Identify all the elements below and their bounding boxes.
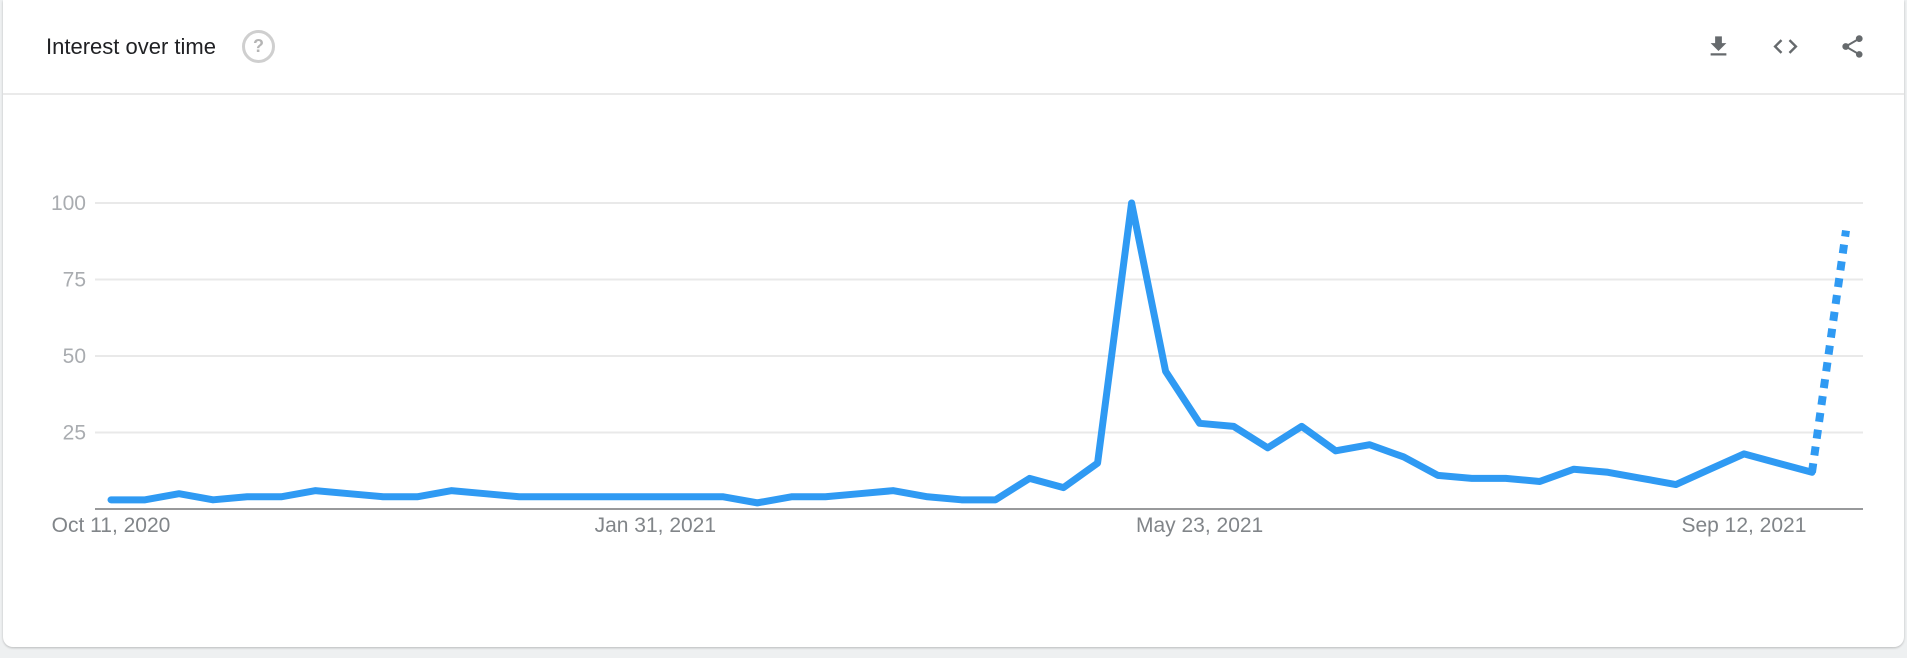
chart-header: Interest over time ? bbox=[3, 0, 1904, 95]
x-axis-tick-label: Sep 12, 2021 bbox=[1681, 514, 1806, 537]
trend-line[interactable] bbox=[107, 199, 1816, 507]
x-axis-tick-label: Oct 11, 2020 bbox=[52, 514, 171, 537]
interest-over-time-card: Interest over time ? 25 50 75 100 Oct 11, 20… bbox=[3, 0, 1904, 647]
download-button[interactable] bbox=[1698, 27, 1738, 67]
x-axis-tick-label: Jan 31, 2021 bbox=[595, 514, 716, 537]
x-axis-tick-label: May 23, 2021 bbox=[1136, 514, 1263, 537]
y-axis-tick-label: 50 bbox=[63, 345, 86, 368]
chart-title: Interest over time bbox=[46, 33, 216, 59]
embed-button[interactable] bbox=[1765, 27, 1805, 67]
chart-area[interactable]: 25 50 75 100 Oct 11, 2020 Jan 31, 2021 May 23,… bbox=[3, 95, 1907, 647]
y-axis-tick-label: 100 bbox=[51, 192, 86, 215]
share-icon bbox=[1841, 35, 1863, 58]
trend-line-partial-dotted[interactable] bbox=[1808, 229, 1850, 473]
help-icon[interactable]: ? bbox=[241, 30, 275, 63]
embed-icon bbox=[1772, 39, 1798, 54]
interest-over-time-chart[interactable]: 25 50 75 100 Oct 11, 2020 Jan 31, 2021 May 23,… bbox=[3, 95, 1907, 647]
y-axis-tick-label: 75 bbox=[63, 269, 86, 292]
y-axis-tick-label: 25 bbox=[63, 422, 86, 445]
share-button[interactable] bbox=[1832, 27, 1872, 67]
download-icon bbox=[1710, 36, 1726, 56]
